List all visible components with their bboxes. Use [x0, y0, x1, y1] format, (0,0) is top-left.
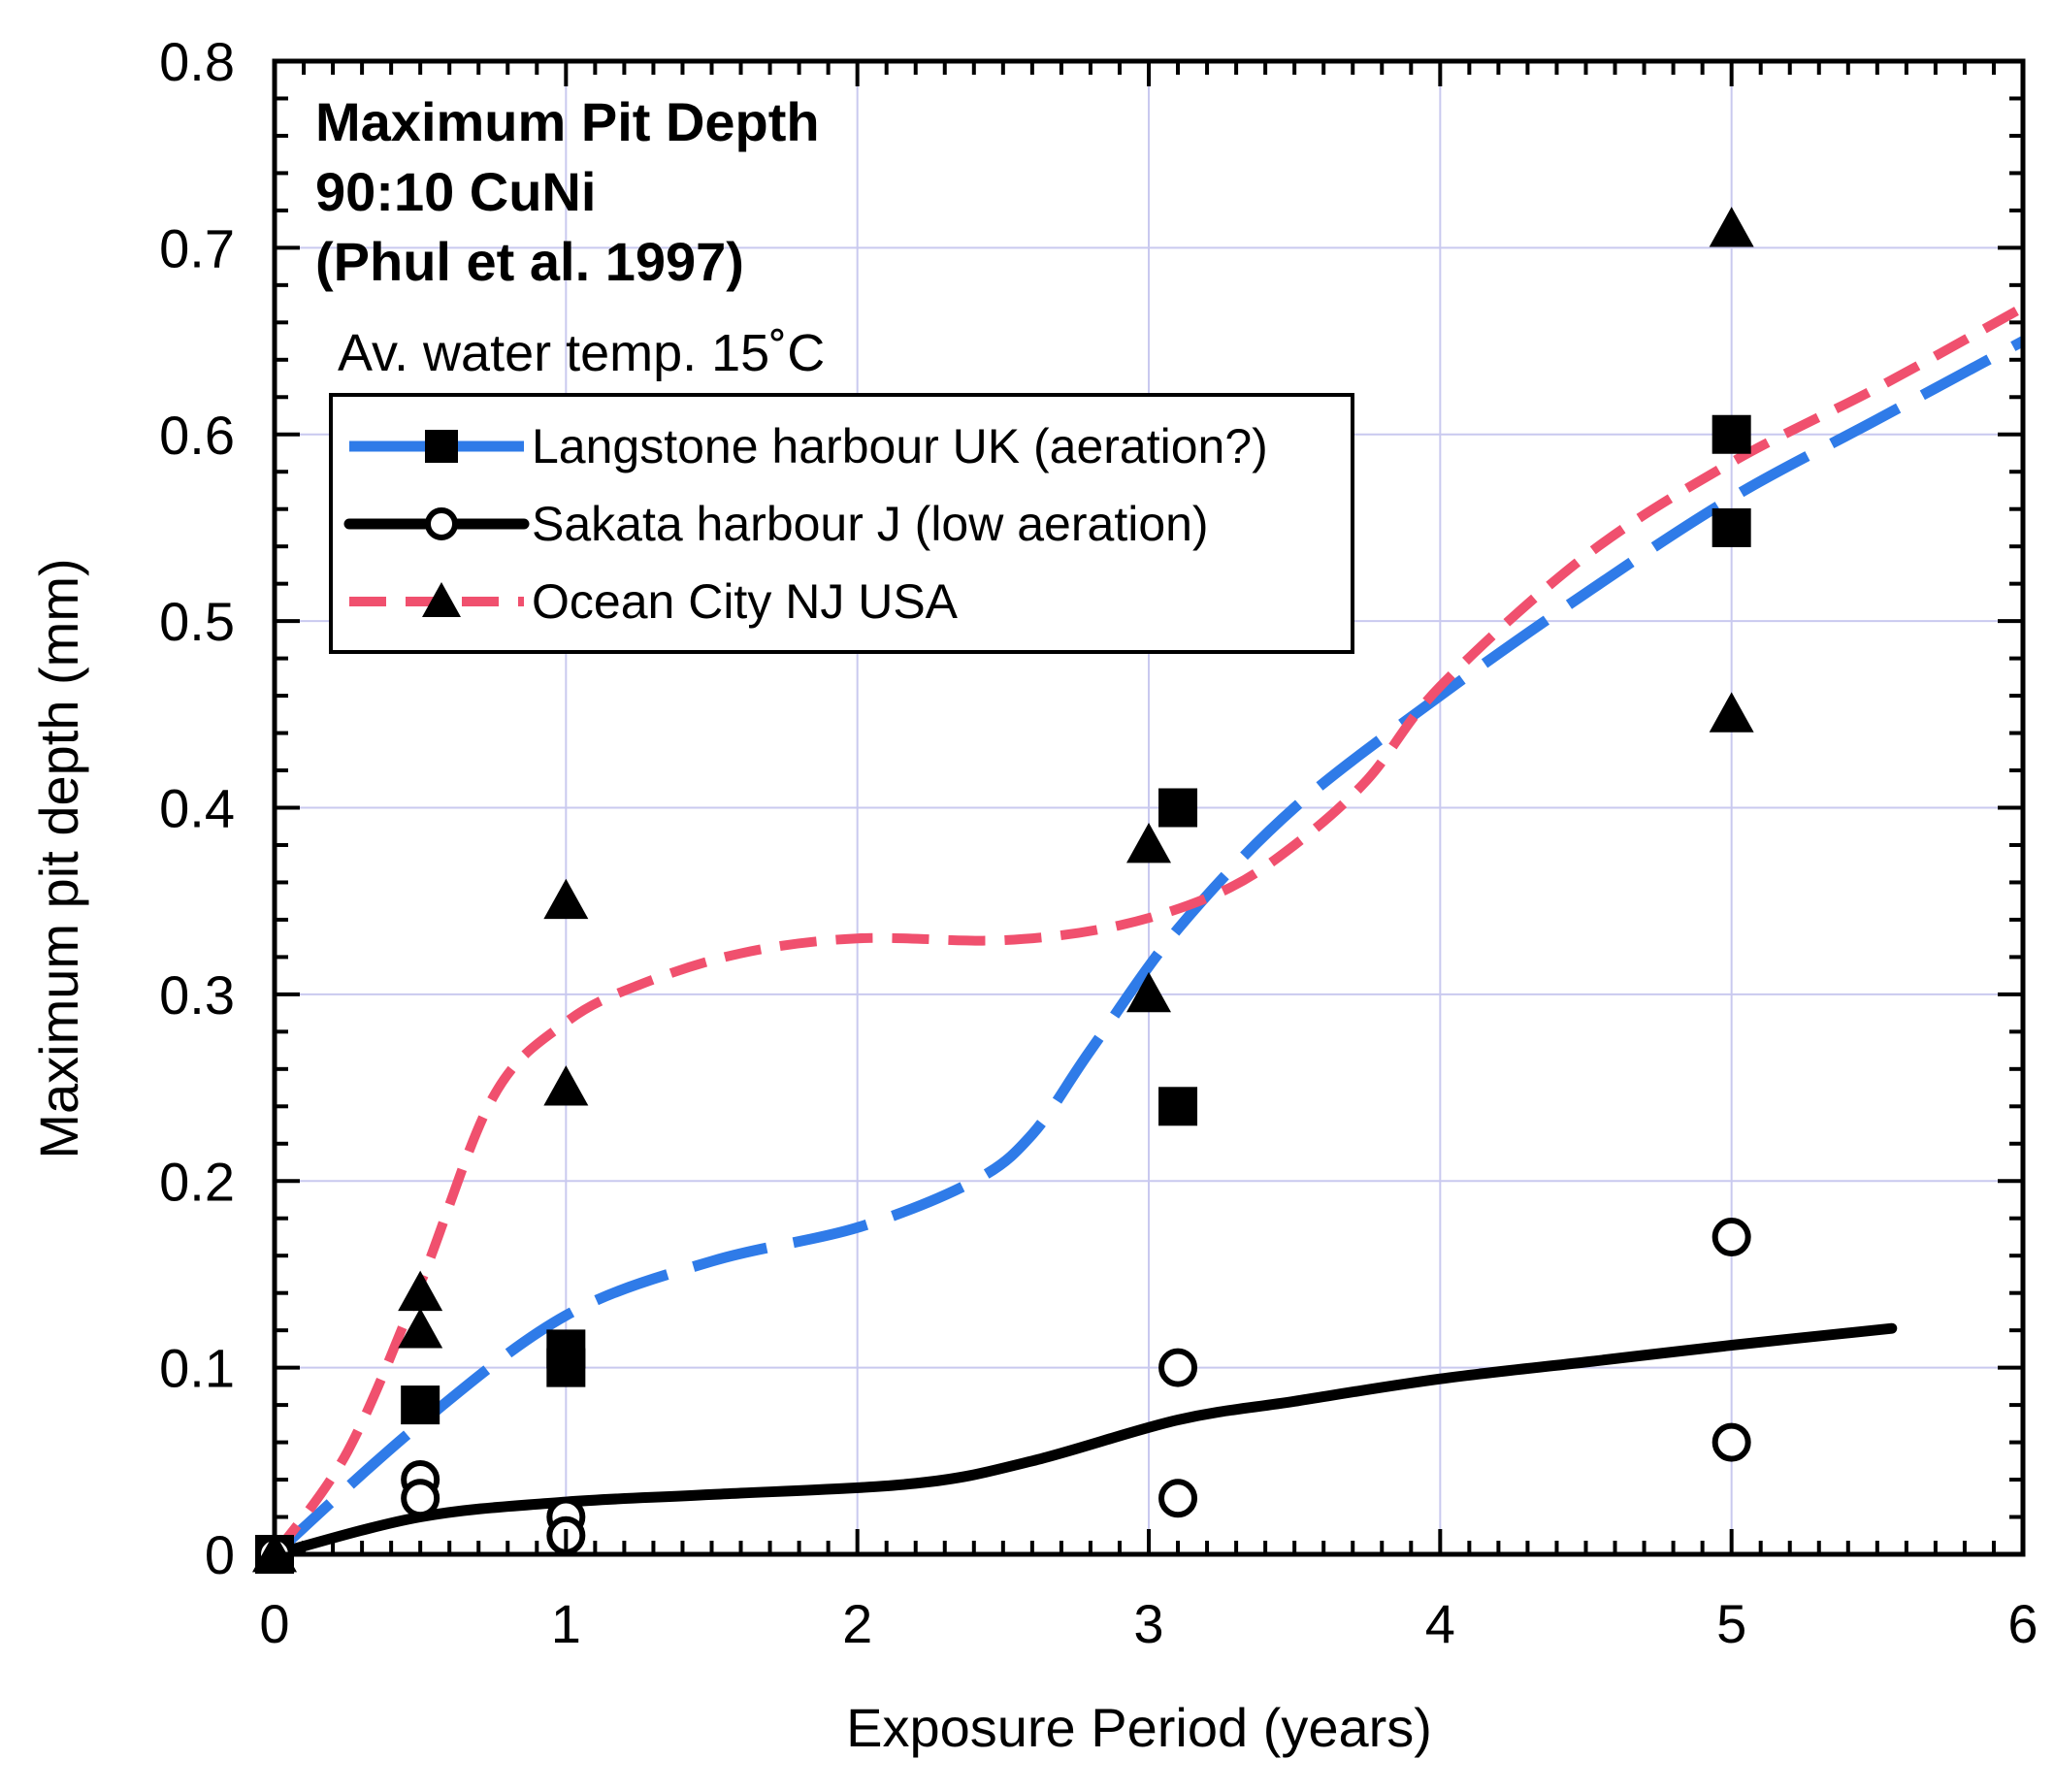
axis-ticks: 0 1 2 3 4 5 6 0 0.1 0.2 0.3 0.4 0.5 0.6 0.7 0.8 — [159, 31, 2038, 1654]
legend-label-0: Langstone harbour UK (aeration?) — [532, 419, 1268, 473]
data-point-2 — [1126, 971, 1171, 1013]
data-points — [252, 207, 1754, 1574]
y-tick-label: 0 — [205, 1524, 235, 1585]
data-point-1 — [1712, 1217, 1751, 1256]
y-tick-label: 0.3 — [159, 964, 235, 1026]
x-tick-label: 2 — [842, 1593, 872, 1654]
x-tick-label: 6 — [2007, 1593, 2038, 1654]
y-tick-label: 0.4 — [159, 778, 235, 839]
data-point-2 — [543, 1065, 589, 1106]
fit-curves — [269, 303, 2026, 1560]
legend-marker-1 — [425, 507, 458, 540]
x-tick-label: 1 — [551, 1593, 581, 1654]
title-line-2: 90:10 CuNi — [315, 161, 596, 222]
chart-title: Maximum Pit Depth 90:10 CuNi (Phul et al… — [315, 91, 825, 382]
data-point-0 — [1712, 507, 1751, 547]
data-point-0 — [1712, 414, 1751, 454]
data-point-2 — [543, 878, 589, 920]
data-point-0 — [546, 1329, 586, 1369]
x-tick-label: 3 — [1133, 1593, 1163, 1654]
title-line-1: Maximum Pit Depth — [315, 91, 820, 152]
series-curve-0 — [271, 336, 2026, 1559]
data-point-1 — [401, 1479, 440, 1518]
y-axis-label: Maximum pit depth (mm) — [28, 558, 89, 1158]
series-curve-1 — [269, 1322, 1898, 1560]
data-point-1 — [1712, 1422, 1751, 1462]
x-tick-label: 4 — [1425, 1593, 1455, 1654]
x-tick-label: 5 — [1716, 1593, 1746, 1654]
data-point-0 — [1158, 788, 1198, 828]
legend-marker-0 — [425, 430, 458, 463]
data-point-1 — [1158, 1479, 1198, 1518]
legend: Langstone harbour UK (aeration?) Sakata h… — [329, 393, 1354, 654]
data-point-0 — [401, 1385, 440, 1425]
y-tick-label: 0.6 — [159, 405, 235, 466]
data-point-1 — [1158, 1348, 1198, 1387]
y-tick-label: 0.1 — [159, 1338, 235, 1399]
title-line-3: (Phul et al. 1997) — [315, 231, 744, 292]
data-point-2 — [398, 1270, 443, 1312]
data-point-2 — [1126, 822, 1171, 863]
data-point-2 — [1709, 692, 1754, 733]
y-tick-label: 0.5 — [159, 591, 235, 652]
series-curve-2 — [270, 303, 2026, 1557]
y-tick-label: 0.7 — [159, 217, 235, 278]
water-temp-note: Av. water temp. 15˚C — [338, 324, 825, 382]
legend-label-2: Ocean City NJ USA — [532, 574, 959, 629]
x-tick-label: 0 — [259, 1593, 289, 1654]
data-point-2 — [398, 1308, 443, 1349]
data-point-0 — [1158, 1087, 1198, 1126]
legend-marker-2 — [422, 582, 461, 617]
y-tick-label: 0.8 — [159, 31, 235, 92]
x-axis-label: Exposure Period (years) — [846, 1697, 1432, 1758]
y-tick-label: 0.2 — [159, 1151, 235, 1212]
data-point-2 — [1709, 207, 1754, 247]
legend-label-1: Sakata harbour J (low aeration) — [532, 497, 1209, 551]
